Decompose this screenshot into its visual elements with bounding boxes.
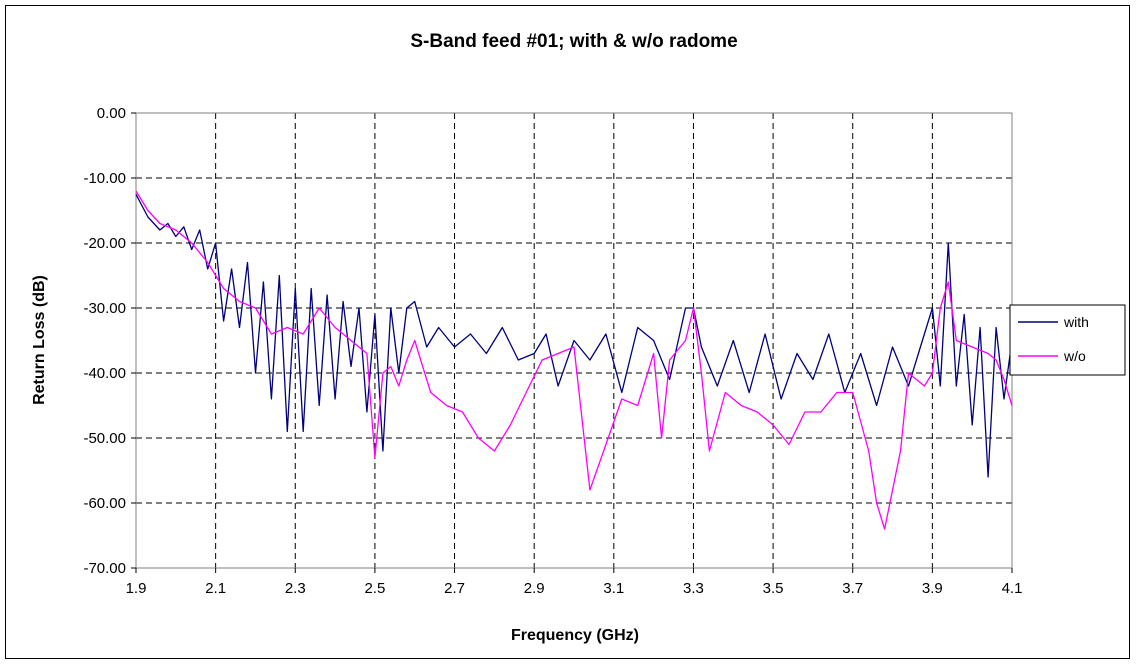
x-axis-ticks: 1.9 2.1 2.3 2.5 2.7 2.9 3.1 3.3 3.5 3.7 3.9 4.1: [126, 568, 1023, 597]
x-tick-label: 3.3: [683, 580, 704, 597]
series-line-without: [135, 190, 1013, 530]
y-axis-title: Return Loss (dB): [31, 275, 48, 405]
x-tick-label: 2.7: [444, 580, 465, 597]
legend: with w/o: [1009, 304, 1126, 376]
legend-label: with: [1063, 314, 1089, 330]
x-axis-title: Frequency (GHz): [511, 627, 639, 644]
chart-frame: [5, 5, 1130, 659]
x-tick-label: 3.7: [842, 580, 863, 597]
y-tick-label: -20.00: [83, 235, 126, 252]
y-tick-label: -70.00: [83, 560, 126, 577]
y-tick-label: -40.00: [83, 365, 126, 382]
x-tick-label: 3.9: [922, 580, 943, 597]
x-tick-label: 3.5: [763, 580, 784, 597]
x-tick-label: 3.1: [603, 580, 624, 597]
x-tick-label: 2.9: [524, 580, 545, 597]
x-tick-label: 2.1: [205, 580, 226, 597]
x-tick-label: 2.5: [364, 580, 385, 597]
x-tick-label: 1.9: [126, 580, 147, 597]
series-line-with: [135, 193, 1013, 478]
series-layer: [135, 190, 1013, 530]
legend-label: w/o: [1063, 348, 1086, 364]
legend-box: [1009, 304, 1126, 376]
y-tick-label: -60.00: [83, 495, 126, 512]
y-tick-label: -50.00: [83, 430, 126, 447]
y-tick-label: 0.00: [97, 105, 126, 122]
y-tick-label: -30.00: [83, 300, 126, 317]
chart-title: S-Band feed #01; with & w/o radome: [410, 31, 737, 52]
x-tick-label: 2.3: [285, 580, 306, 597]
x-tick-label: 4.1: [1002, 580, 1023, 597]
y-tick-label: -10.00: [83, 170, 126, 187]
y-axis-ticks: 0.00 -10.00 -20.00 -30.00 -40.00 -50.00 -60.00…: [83, 105, 136, 577]
